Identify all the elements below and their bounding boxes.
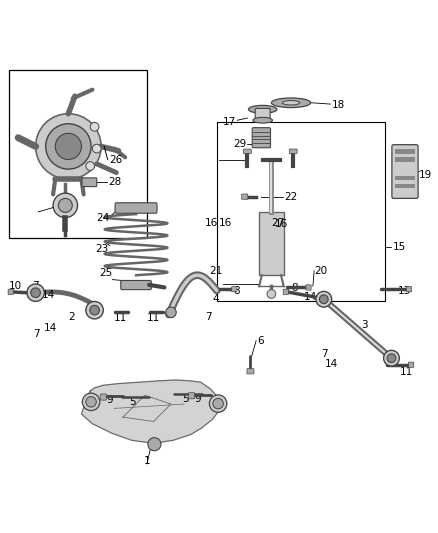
Text: 25: 25 [99, 268, 112, 278]
Ellipse shape [253, 117, 272, 123]
Circle shape [148, 438, 161, 451]
Ellipse shape [283, 101, 300, 105]
Text: 14: 14 [304, 292, 318, 302]
Circle shape [319, 295, 328, 304]
FancyBboxPatch shape [406, 287, 412, 292]
Circle shape [92, 144, 101, 153]
Text: 16: 16 [205, 218, 218, 228]
Text: 16: 16 [219, 218, 232, 228]
Bar [395, 183, 416, 188]
Text: 21: 21 [209, 266, 223, 276]
Circle shape [213, 398, 223, 409]
Text: 9: 9 [194, 394, 201, 404]
FancyBboxPatch shape [121, 280, 151, 289]
Text: 13: 13 [398, 286, 411, 295]
Circle shape [86, 161, 95, 171]
Circle shape [27, 284, 44, 302]
FancyBboxPatch shape [242, 194, 248, 199]
Bar [217, 123, 385, 302]
Text: 29: 29 [233, 139, 246, 149]
Text: 2: 2 [68, 312, 75, 322]
Circle shape [86, 397, 96, 407]
Bar [395, 157, 416, 161]
Text: 5: 5 [182, 394, 189, 404]
FancyBboxPatch shape [255, 108, 270, 123]
Circle shape [46, 124, 91, 169]
Bar [259, 212, 284, 275]
Text: 10: 10 [9, 280, 21, 290]
Circle shape [267, 289, 276, 298]
Circle shape [384, 350, 399, 366]
Text: 7: 7 [32, 281, 39, 291]
FancyBboxPatch shape [232, 287, 237, 292]
Text: 11: 11 [113, 313, 127, 323]
Text: 14: 14 [43, 322, 57, 333]
Text: 7: 7 [205, 312, 212, 322]
Circle shape [55, 133, 81, 159]
Text: 9: 9 [106, 395, 113, 405]
Text: 15: 15 [393, 242, 406, 252]
Circle shape [86, 302, 103, 319]
FancyBboxPatch shape [289, 149, 297, 154]
Text: 28: 28 [108, 177, 121, 187]
Circle shape [53, 193, 78, 217]
Circle shape [166, 307, 176, 318]
Text: 18: 18 [332, 100, 345, 110]
Bar [395, 149, 416, 154]
Text: 14: 14 [325, 359, 338, 369]
FancyBboxPatch shape [188, 393, 194, 399]
Text: 24: 24 [97, 213, 110, 223]
FancyBboxPatch shape [392, 144, 418, 198]
Text: 7: 7 [33, 329, 39, 339]
Ellipse shape [272, 98, 311, 108]
Text: 14: 14 [42, 290, 56, 300]
FancyBboxPatch shape [100, 394, 106, 400]
Circle shape [387, 354, 396, 362]
FancyBboxPatch shape [244, 149, 251, 154]
Text: 12: 12 [131, 281, 145, 291]
Circle shape [316, 292, 332, 307]
Text: 16: 16 [275, 219, 288, 229]
Circle shape [90, 305, 99, 315]
Bar [10, 70, 147, 238]
Bar [395, 176, 416, 180]
FancyBboxPatch shape [283, 289, 288, 294]
FancyBboxPatch shape [306, 285, 311, 290]
Polygon shape [81, 380, 220, 443]
Text: 19: 19 [419, 170, 432, 180]
FancyBboxPatch shape [252, 128, 271, 148]
FancyBboxPatch shape [115, 203, 157, 213]
FancyBboxPatch shape [409, 362, 414, 367]
Text: 8: 8 [291, 284, 298, 293]
Text: 11: 11 [400, 367, 413, 377]
Text: 17: 17 [223, 117, 237, 127]
Text: 1: 1 [144, 456, 150, 466]
Circle shape [35, 114, 101, 179]
Text: 4: 4 [212, 294, 219, 304]
Text: 20: 20 [314, 266, 327, 276]
Text: 26: 26 [109, 155, 122, 165]
Text: 27: 27 [272, 218, 285, 228]
Text: 22: 22 [285, 192, 298, 201]
FancyBboxPatch shape [247, 369, 254, 374]
Text: 6: 6 [258, 336, 264, 346]
Text: 7: 7 [321, 349, 328, 359]
Text: 5: 5 [130, 397, 136, 407]
Text: 8: 8 [233, 286, 240, 295]
Text: 11: 11 [147, 313, 160, 323]
Text: 23: 23 [96, 244, 109, 254]
Circle shape [209, 395, 227, 413]
FancyBboxPatch shape [8, 289, 13, 294]
Circle shape [82, 393, 100, 410]
Ellipse shape [248, 106, 277, 113]
Text: 3: 3 [361, 320, 367, 330]
FancyBboxPatch shape [82, 178, 97, 187]
Circle shape [90, 123, 99, 131]
Circle shape [31, 288, 40, 297]
Circle shape [58, 198, 72, 212]
